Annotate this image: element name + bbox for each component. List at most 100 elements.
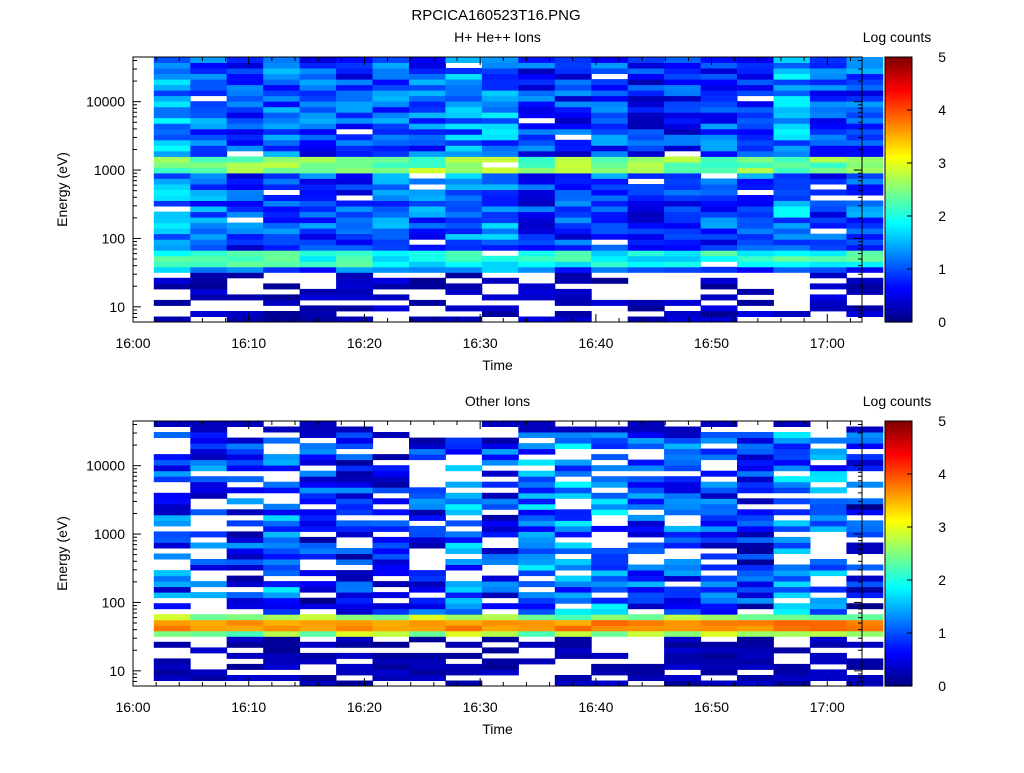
spectrogram-cell [190,233,228,240]
spectrogram-cell [627,206,665,213]
spectrogram-cell [518,73,556,80]
spectrogram-cell [445,465,483,472]
spectrogram-cell [809,123,847,130]
spectrogram-cell [190,139,228,146]
spectrogram-cell [737,592,774,599]
spectrogram-cell [627,239,665,246]
spectrogram-cell [664,619,702,626]
spectrogram-cell [153,581,191,588]
spectrogram-cell [518,139,556,146]
spectrogram-cell [299,426,337,433]
spectrogram-cell [190,200,228,207]
spectrogram-cell [445,90,483,97]
spectrogram-cell [846,123,884,130]
colorbar-swatch [885,484,912,488]
spectrogram-cell [846,167,884,174]
spectrogram-cell [518,68,556,74]
spectrogram-cell [190,465,228,472]
spectrogram-cell [591,106,629,113]
spectrogram-cell [336,465,374,472]
spectrogram-cell [700,619,738,626]
spectrogram-cell [737,581,774,588]
spectrogram-cell [846,145,884,152]
spectrogram-cell [481,437,519,444]
spectrogram-cell [846,200,884,207]
colorbar-swatch [885,316,912,320]
spectrogram-cell [372,277,410,284]
spectrogram-cell [518,603,556,610]
spectrogram-cell [773,432,811,438]
colorbar-swatch [885,635,912,639]
spectrogram-cell [299,239,337,246]
spectrogram-cell [773,520,811,527]
spectrogram-cell [445,95,483,102]
spectrogram-cell [518,548,556,554]
spectrogram-cell [627,487,665,494]
spectrogram-cell [700,641,738,648]
spectrogram-cell [263,525,301,532]
spectrogram-cell [773,266,811,273]
spectrogram-cell [153,432,191,438]
spectrogram-cell [372,250,410,257]
spectrogram-cell [445,134,483,141]
spectrogram-cell [299,509,337,516]
spectrogram-cell [809,73,847,80]
spectrogram-cell [190,79,228,86]
spectrogram-cell [627,250,665,257]
spectrogram-cell [299,476,337,483]
spectrogram-cell [190,476,228,483]
spectrogram-cell [409,128,446,135]
colorbar-swatch [885,468,912,472]
spectrogram-cell [846,73,884,80]
spectrogram-cell [591,255,629,262]
spectrogram-cell [591,250,629,257]
spectrogram-cell [226,509,264,516]
spectrogram-cell [700,586,738,593]
spectrogram-cell [846,680,884,687]
spectrogram-cell [263,73,301,80]
spectrogram-cell [700,432,738,438]
colorbar-swatch [885,131,912,135]
spectrogram-cell [518,255,556,262]
spectrogram-cell [226,675,264,681]
spectrogram-cell [409,84,446,91]
spectrogram-cell [372,509,410,516]
spectrogram-cell [445,211,483,218]
spectrogram-cell [773,525,811,532]
spectrogram-cell [809,470,847,477]
spectrogram-cell [190,564,228,571]
spectrogram-cell [591,167,629,174]
spectrogram-cell [336,117,374,124]
spectrogram-cell [336,625,374,632]
spectrogram-cell [554,680,592,687]
spectrogram-cell [809,90,847,97]
spectrogram-cell [299,432,337,438]
spectrogram-cell [153,62,191,69]
spectrogram-cell [664,112,702,119]
colorbar-swatch [885,67,912,71]
colorbar-swatch [885,271,912,275]
spectrogram-cell [263,156,301,163]
spectrogram-cell [336,106,374,113]
spectrogram-cell [336,525,374,532]
colorbar-swatch [885,91,912,95]
colorbar-swatch [885,75,912,79]
colorbar-swatch [885,186,912,191]
spectrogram-cell [372,608,410,615]
spectrogram-cell [591,603,629,610]
spectrogram-cell [445,239,483,246]
spectrogram-cell [773,184,811,190]
spectrogram-cell [153,299,191,306]
spectrogram-cell [809,437,847,444]
spectrogram-cell [409,575,446,582]
colorbar-swatch [885,511,912,515]
spectrogram-cell [263,559,301,565]
spectrogram-cell [591,564,629,571]
spectrogram-cell [190,128,228,135]
spectrogram-cell [336,636,374,643]
spectrogram-cell [627,525,665,532]
spectrogram-cell [737,255,774,262]
spectrogram-cell [409,636,446,643]
spectrogram-cell [409,625,446,632]
spectrogram-cell [409,167,446,174]
